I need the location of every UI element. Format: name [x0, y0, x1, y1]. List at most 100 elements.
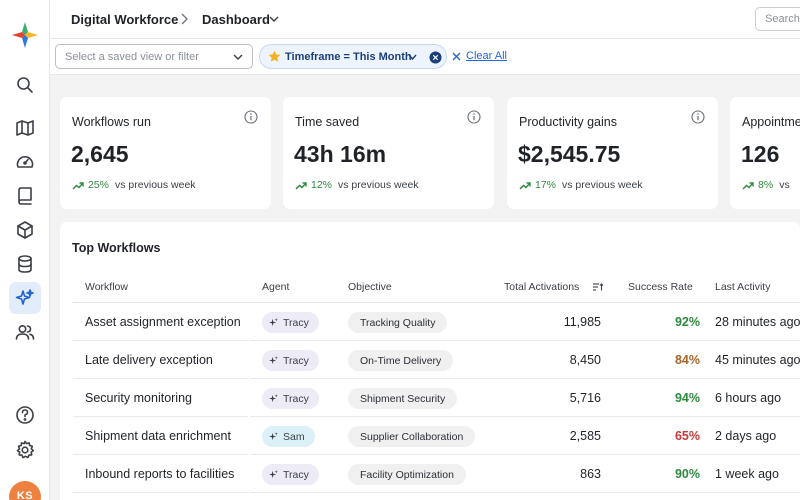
top-header: Digital Workforce Dashboard Search [50, 0, 800, 39]
filter-bar: Select a saved view or filter Timeframe … [50, 39, 800, 75]
column-header-agent[interactable]: Agent [262, 281, 290, 293]
nav-cube-button[interactable] [9, 214, 41, 246]
nav-users-button[interactable] [9, 316, 41, 348]
search-icon [17, 77, 33, 93]
trend-up-icon [295, 181, 307, 189]
column-header-objective[interactable]: Objective [348, 281, 392, 293]
last-activity: 45 minutes ago [715, 353, 800, 367]
search-input[interactable]: Search [755, 7, 800, 31]
help-icon [16, 406, 34, 424]
sparkles-icon [269, 356, 278, 365]
kpi-change: 17% [535, 179, 557, 191]
last-activity: 28 minutes ago [715, 315, 800, 329]
success-rate: 90% [674, 467, 700, 481]
total-activations: 2,585 [569, 429, 601, 443]
kpi-compare: vs previous week [562, 179, 643, 191]
top-workflows-panel: Top Workflows Workflow Agent Objective T… [60, 222, 800, 500]
remove-filter-icon[interactable] [429, 51, 442, 64]
table-row[interactable]: Asset assignment exception Tracy Trackin… [73, 303, 800, 341]
agent-name: Tracy [283, 468, 309, 481]
nav-book-button[interactable] [9, 180, 41, 212]
info-icon[interactable] [691, 110, 705, 124]
cube-icon [17, 221, 33, 239]
column-header-last-activity[interactable]: Last Activity [715, 281, 771, 293]
total-activations: 863 [580, 467, 601, 481]
agent-name: Tracy [283, 354, 309, 367]
table-row[interactable]: Security monitoring Tracy Shipment Secur… [73, 379, 800, 417]
workflow-name: Asset assignment exception [85, 315, 241, 329]
success-rate: 65% [674, 429, 700, 443]
breadcrumb-current[interactable]: Dashboard [202, 12, 270, 27]
timeframe-filter-chip[interactable]: Timeframe = This Month [259, 44, 447, 69]
gear-icon [16, 440, 35, 459]
kpi-title: Time saved [295, 115, 360, 129]
table-row[interactable]: Inbound reports to facilities Tracy Faci… [73, 455, 800, 493]
kpi-trend: 25% vs previous week [72, 179, 196, 191]
row-divider [250, 492, 800, 493]
nav-workforce-button[interactable] [9, 282, 41, 314]
column-header-workflow[interactable]: Workflow [85, 281, 128, 293]
objective-badge: Facility Optimization [348, 464, 466, 485]
nav-map-button[interactable] [9, 112, 41, 144]
success-rate: 94% [674, 391, 700, 405]
row-divider [250, 340, 800, 341]
success-rate: 84% [674, 353, 700, 367]
kpi-change: 8% [758, 179, 774, 191]
agent-badge: Sam [262, 426, 315, 447]
row-divider [250, 378, 800, 379]
chevron-down-icon[interactable] [269, 15, 279, 23]
kpi-card-appointments: Appointme 126 8% vs [730, 97, 800, 209]
table-row[interactable]: Shipment data enrichment Sam Supplier Co… [73, 417, 800, 455]
nav-gauge-button[interactable] [9, 146, 41, 178]
saved-view-select[interactable]: Select a saved view or filter [55, 44, 253, 69]
row-divider [250, 454, 800, 455]
info-icon[interactable] [244, 110, 258, 124]
sparkles-icon [15, 289, 34, 305]
saved-view-placeholder: Select a saved view or filter [65, 51, 199, 63]
sort-icon[interactable] [592, 281, 604, 293]
map-icon [16, 120, 34, 136]
nav-help-button[interactable] [9, 399, 41, 431]
chevron-right-icon [181, 13, 188, 25]
column-header-total-activations[interactable]: Total Activations [504, 281, 604, 293]
total-activations: 11,985 [563, 315, 601, 329]
agent-badge: Tracy [262, 312, 319, 333]
clear-all-button[interactable]: Clear All [452, 46, 507, 66]
agent-name: Sam [283, 430, 305, 443]
app-logo[interactable] [11, 21, 39, 49]
users-icon [15, 324, 35, 340]
sidebar: KS [0, 0, 50, 500]
kpi-change: 12% [311, 179, 333, 191]
objective-badge: Tracking Quality [348, 312, 448, 333]
workflow-name: Late delivery exception [85, 353, 213, 367]
kpi-trend: 8% vs [742, 179, 790, 191]
kpi-value: 2,645 [71, 141, 129, 167]
kpi-title: Workflows run [72, 115, 151, 129]
last-activity: 2 days ago [715, 429, 777, 443]
agent-badge: Tracy [262, 464, 319, 485]
last-activity: 1 week ago [715, 467, 779, 481]
trend-up-icon [519, 181, 531, 189]
agent-name: Tracy [283, 392, 309, 405]
column-header-success-rate[interactable]: Success Rate [628, 281, 693, 293]
kpi-trend: 12% vs previous week [295, 179, 419, 191]
close-icon [452, 52, 461, 60]
chevron-down-icon[interactable] [408, 54, 417, 61]
nav-settings-button[interactable] [9, 434, 41, 466]
row-divider [73, 492, 248, 493]
kpi-card-time-saved: Time saved 43h 16m 12% vs previous week [283, 97, 494, 209]
total-activations: 8,450 [569, 353, 601, 367]
kpi-card-productivity-gains: Productivity gains $2,545.75 17% vs prev… [507, 97, 718, 209]
info-icon[interactable] [467, 110, 481, 124]
nav-database-button[interactable] [9, 248, 41, 280]
table-row[interactable]: Late delivery exception Tracy On-Time De… [73, 341, 800, 379]
chevron-down-icon [233, 54, 243, 60]
objective-badge: Supplier Collaboration [348, 426, 476, 447]
nav-search-button[interactable] [9, 69, 41, 101]
success-rate: 92% [674, 315, 700, 329]
star-icon [268, 50, 281, 62]
agent-badge: Tracy [262, 388, 319, 409]
user-avatar[interactable]: KS [9, 481, 41, 500]
table-header: Workflow Agent Objective Total Activatio… [73, 271, 800, 303]
breadcrumb-root[interactable]: Digital Workforce [71, 12, 179, 27]
